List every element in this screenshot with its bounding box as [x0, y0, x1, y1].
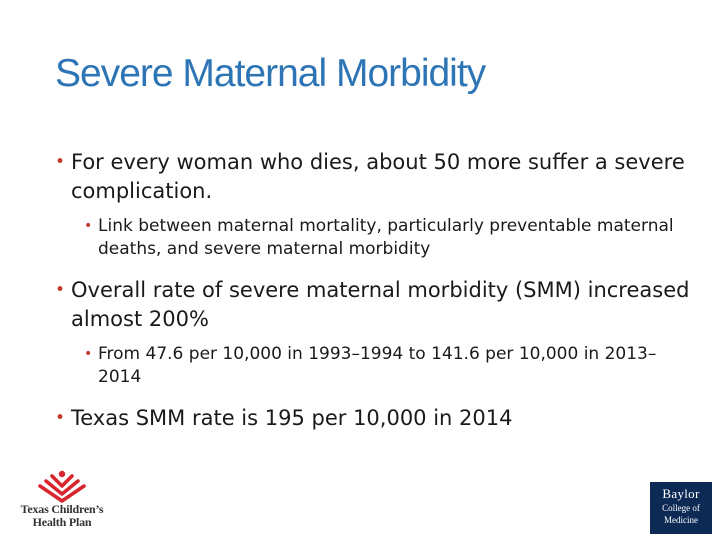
bullet-text: For every woman who dies, about 50 more …: [71, 150, 685, 203]
bullet-item: • For every woman who dies, about 50 mor…: [55, 148, 695, 206]
sub-bullet-item: • From 47.6 per 10,000 in 1993–1994 to 1…: [55, 343, 695, 389]
bullet-text: Overall rate of severe maternal morbidit…: [71, 278, 690, 331]
baylor-college-of-medicine-logo: Baylor College of Medicine: [650, 482, 712, 534]
bullet-item: • Texas SMM rate is 195 per 10,000 in 20…: [55, 404, 695, 433]
logo-text-line: Health Plan: [32, 515, 92, 529]
sub-bullet-text: Link between maternal mortality, particu…: [98, 216, 674, 259]
bullet-dot-icon: •: [84, 218, 93, 234]
bullet-dot-icon: •: [55, 280, 66, 300]
slide-title: Severe Maternal Morbidity: [55, 52, 486, 95]
tch-heart-chevron-icon: [38, 470, 86, 503]
bullet-text: Texas SMM rate is 195 per 10,000 in 2014: [71, 406, 513, 430]
logo-text-line: College of: [662, 503, 700, 513]
logo-text-line: Baylor: [662, 486, 700, 501]
bullet-dot-icon: •: [55, 152, 66, 172]
logo-text-line: Medicine: [664, 515, 698, 525]
bullet-item: • Overall rate of severe maternal morbid…: [55, 276, 695, 334]
bullet-list: • For every woman who dies, about 50 mor…: [55, 148, 695, 433]
bullet-dot-icon: •: [55, 408, 66, 428]
sub-bullet-item: • Link between maternal mortality, parti…: [55, 215, 695, 261]
sub-bullet-text: From 47.6 per 10,000 in 1993–1994 to 141…: [98, 344, 657, 387]
bullet-dot-icon: •: [84, 346, 93, 362]
logo-text-line: Texas Children’s: [20, 502, 104, 516]
texas-childrens-health-plan-logo: Texas Children’s Health Plan: [6, 470, 118, 530]
